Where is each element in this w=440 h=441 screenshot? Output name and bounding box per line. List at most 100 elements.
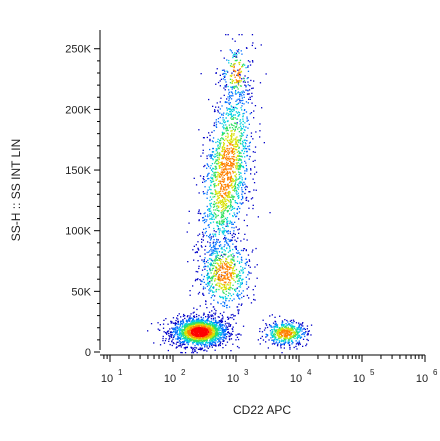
data-point <box>214 344 216 346</box>
data-point <box>213 174 215 176</box>
data-point <box>246 140 248 142</box>
data-point <box>218 326 220 328</box>
data-point <box>159 329 161 331</box>
data-point <box>228 264 231 266</box>
data-point <box>214 109 216 111</box>
data-point <box>226 241 228 243</box>
data-point <box>199 341 201 344</box>
data-point <box>220 338 222 340</box>
data-point <box>212 330 214 332</box>
data-point <box>230 108 232 111</box>
data-point <box>177 323 180 325</box>
data-point <box>225 138 227 140</box>
data-point <box>220 278 222 280</box>
data-point <box>224 162 226 165</box>
data-point <box>190 335 192 337</box>
data-point <box>232 80 235 82</box>
data-point <box>233 212 235 214</box>
data-point <box>231 206 233 208</box>
data-point <box>225 288 227 290</box>
data-point <box>232 256 234 258</box>
data-point <box>245 262 248 264</box>
data-point <box>164 331 167 334</box>
data-point <box>228 339 231 341</box>
data-point <box>198 192 200 194</box>
data-point <box>210 236 212 238</box>
data-point <box>223 132 226 134</box>
data-point <box>210 192 212 194</box>
data-point <box>214 335 216 337</box>
data-point <box>177 328 179 330</box>
data-point <box>291 328 294 330</box>
data-point <box>228 222 230 225</box>
data-point <box>241 149 243 152</box>
data-point <box>203 340 205 342</box>
data-point <box>210 324 212 326</box>
data-point <box>242 145 244 148</box>
data-point <box>221 169 223 171</box>
data-point <box>172 328 174 330</box>
data-point <box>193 259 195 261</box>
data-point <box>271 334 273 337</box>
data-point <box>202 333 204 335</box>
data-point <box>208 323 210 325</box>
data-point <box>261 331 264 333</box>
data-point <box>211 174 213 176</box>
data-point <box>223 334 225 336</box>
data-point <box>211 324 213 326</box>
data-point <box>222 324 224 326</box>
data-point <box>231 79 233 81</box>
data-point <box>236 164 238 166</box>
data-point <box>247 89 249 92</box>
data-point <box>290 332 292 334</box>
data-point <box>247 70 250 72</box>
data-point <box>208 340 211 342</box>
data-point <box>209 237 211 239</box>
data-point <box>218 327 220 329</box>
data-point <box>191 324 193 326</box>
data-point <box>195 321 198 323</box>
data-point <box>230 209 232 211</box>
data-point <box>224 277 226 279</box>
data-point <box>210 272 212 274</box>
data-point <box>208 208 210 211</box>
data-point <box>222 137 224 140</box>
data-point <box>211 333 213 335</box>
data-point <box>235 56 237 58</box>
data-point <box>230 109 233 111</box>
data-point <box>229 110 231 113</box>
data-point <box>246 134 248 136</box>
data-point <box>287 333 289 335</box>
data-point <box>212 294 214 296</box>
data-point <box>214 252 216 255</box>
data-point <box>211 334 213 336</box>
data-point <box>280 347 282 349</box>
data-point <box>232 170 234 172</box>
data-point <box>200 213 202 215</box>
data-point <box>210 213 212 215</box>
data-point <box>194 344 196 347</box>
data-point <box>205 316 207 318</box>
data-point <box>172 331 174 334</box>
data-point <box>216 322 218 324</box>
data-point <box>178 326 180 328</box>
data-point <box>280 323 283 326</box>
data-point <box>298 334 300 336</box>
data-point <box>239 167 241 169</box>
data-point <box>287 337 289 339</box>
data-point <box>221 271 223 274</box>
data-point <box>229 95 231 97</box>
data-point <box>229 207 231 210</box>
data-point <box>227 34 229 36</box>
data-point <box>236 140 238 142</box>
data-point <box>211 260 214 262</box>
data-point <box>209 138 211 141</box>
data-point <box>237 197 240 199</box>
data-point <box>225 225 227 227</box>
data-point <box>207 173 209 175</box>
data-point <box>234 214 236 216</box>
data-point <box>197 328 199 331</box>
data-point <box>184 329 186 331</box>
data-point <box>242 267 244 269</box>
data-point <box>245 168 248 170</box>
